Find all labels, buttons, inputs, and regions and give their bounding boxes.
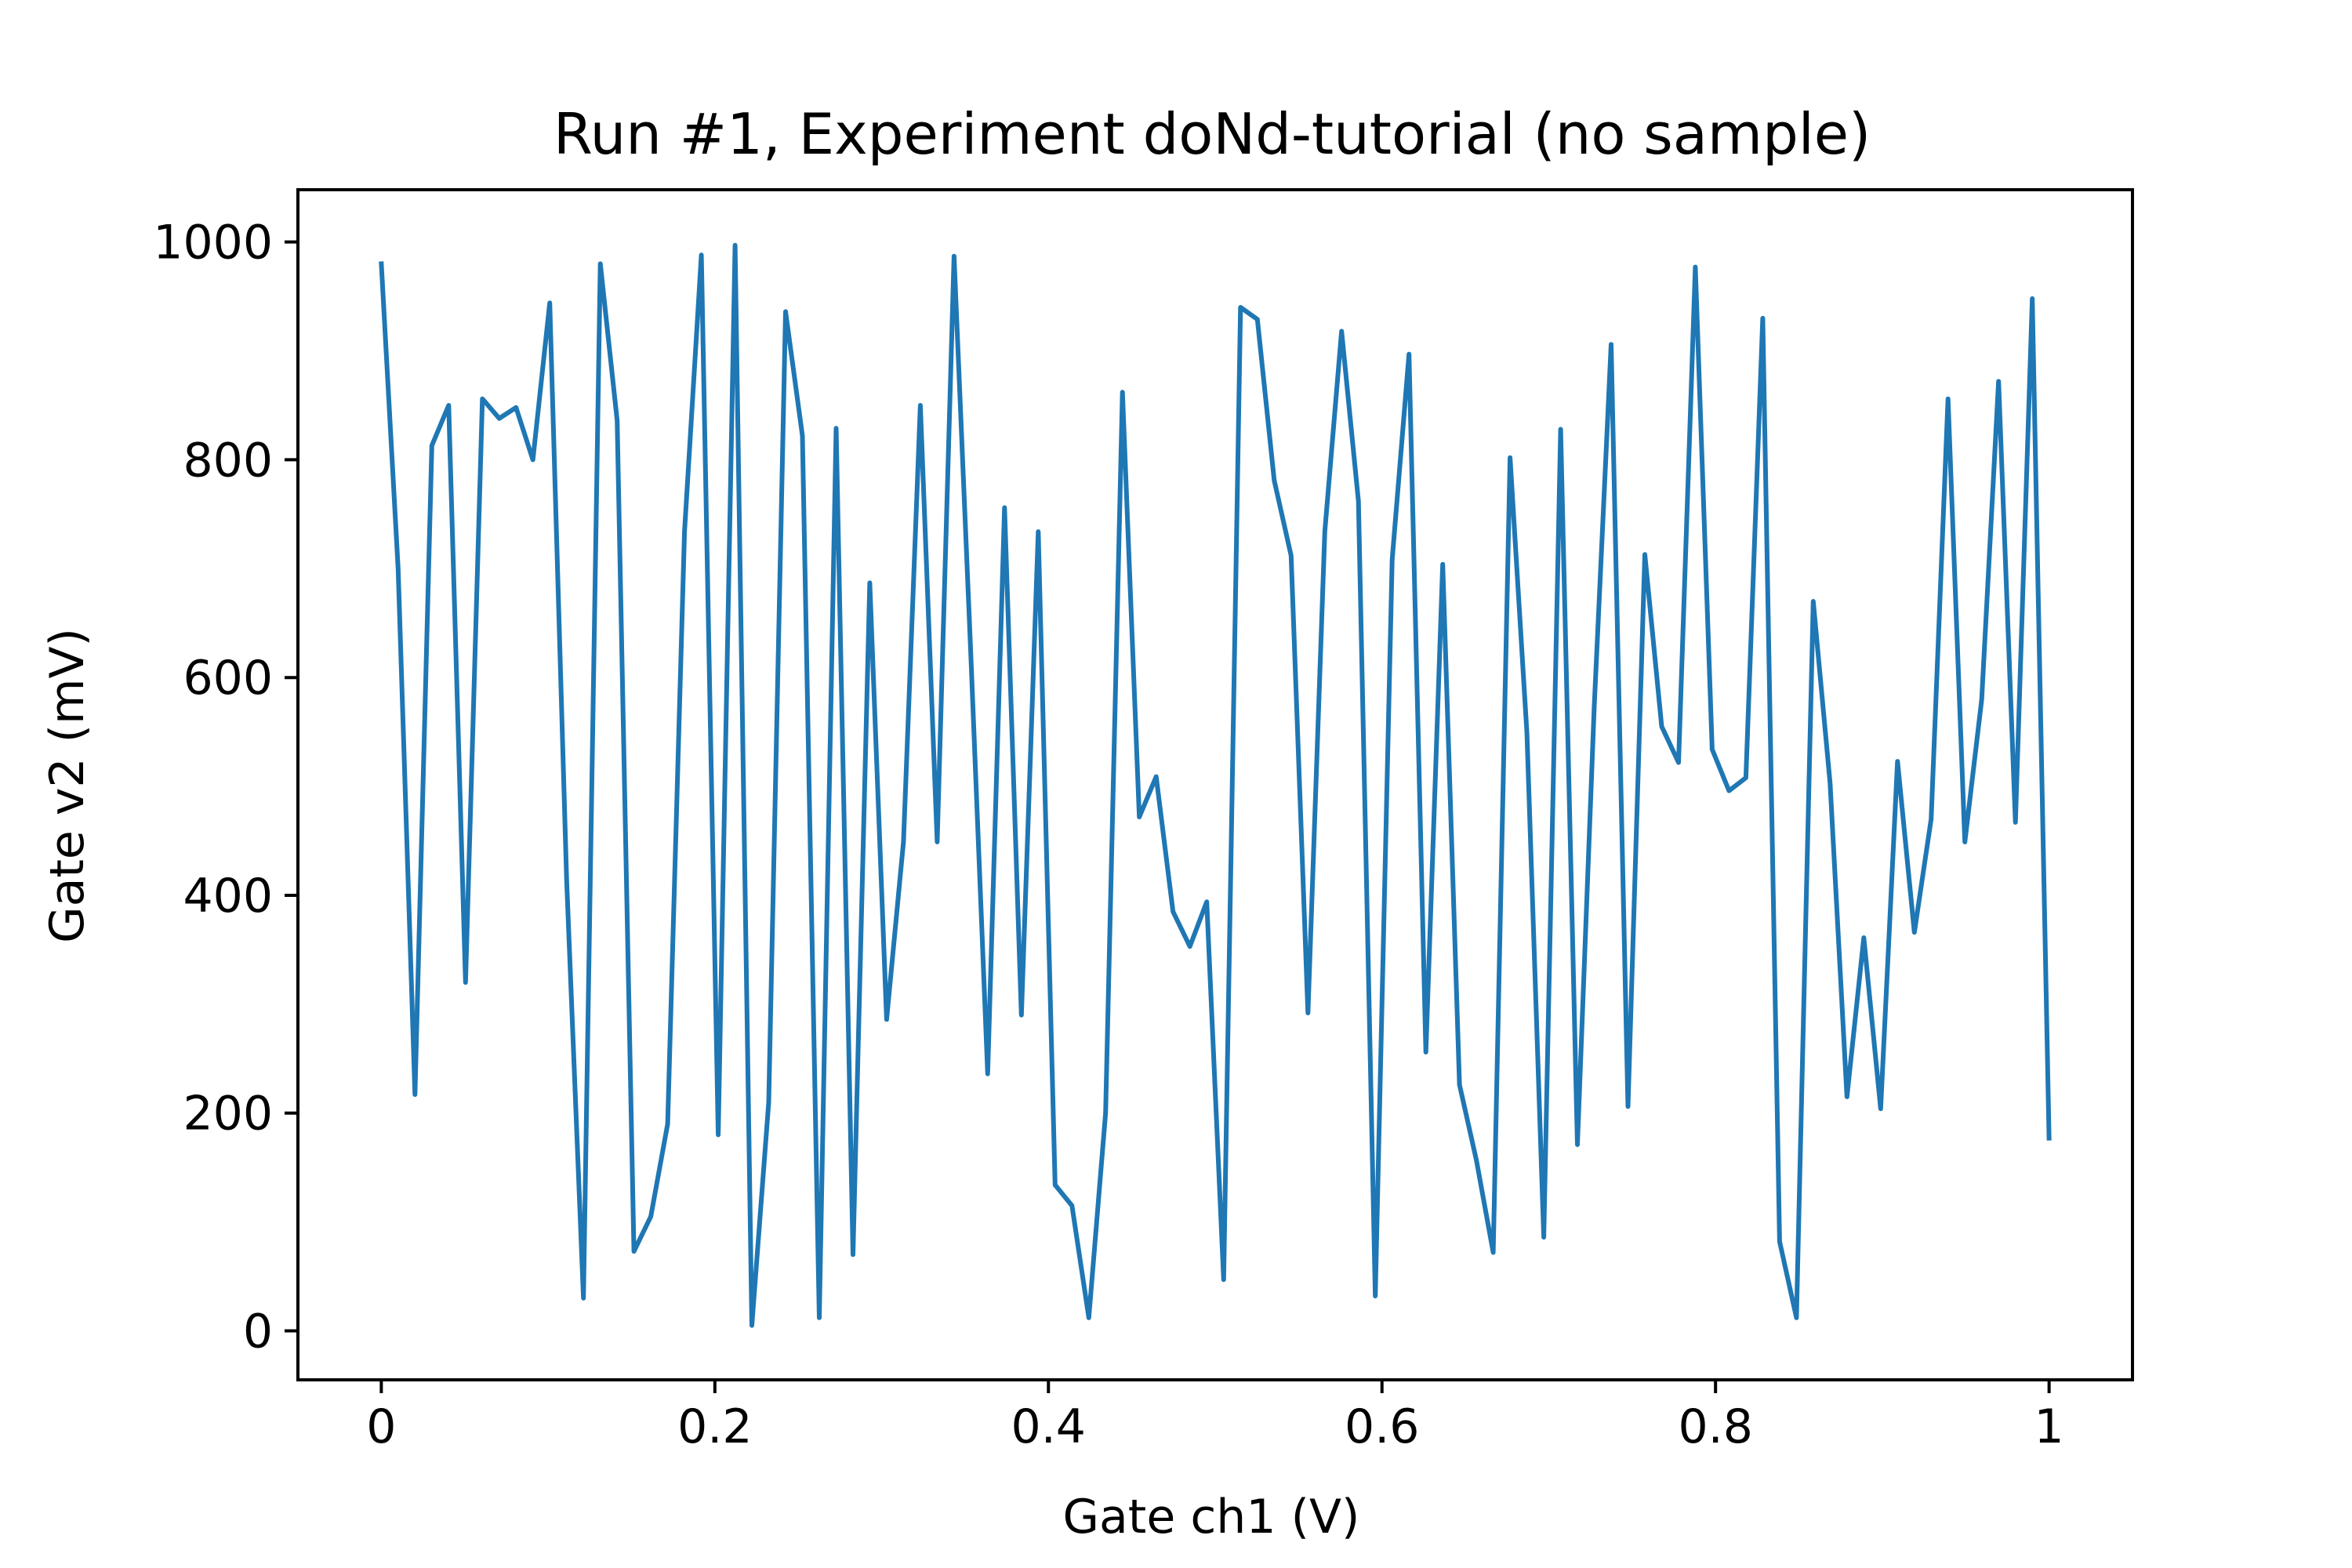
axes-frame — [296, 188, 2134, 1381]
x-tick-label: 0.4 — [1011, 1399, 1086, 1454]
x-axis-label: Gate ch1 (V) — [1063, 1490, 1360, 1544]
y-tick-label: 1000 — [153, 216, 273, 270]
y-tick-label: 800 — [183, 433, 273, 488]
plot-area — [379, 242, 2052, 1328]
y-tick-label: 600 — [183, 651, 273, 706]
y-tick-label: 0 — [243, 1305, 273, 1359]
x-tick-label: 0.6 — [1345, 1399, 1419, 1454]
x-tick-label: 1 — [2034, 1399, 2064, 1454]
x-tick-label: 0.8 — [1678, 1399, 1752, 1454]
x-axis-ticks: 0 0.2 0.4 0.6 0.8 1 — [366, 1380, 2064, 1454]
y-tick-label: 200 — [183, 1087, 273, 1142]
series-line — [379, 242, 2052, 1328]
y-axis-ticks: 0 200 400 600 800 1000 — [153, 216, 298, 1359]
x-tick-label: 0 — [366, 1399, 396, 1454]
y-tick-label: 400 — [183, 869, 273, 924]
x-tick-label: 0.2 — [677, 1399, 752, 1454]
chart-title: Run #1, Experiment doNd-tutorial (no sam… — [554, 101, 1871, 167]
y-axis-label: Gate v2 (mV) — [40, 628, 95, 943]
